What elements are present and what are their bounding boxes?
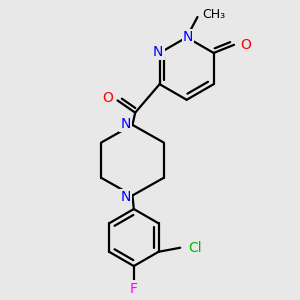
Text: N: N [121, 116, 131, 130]
Text: O: O [240, 38, 251, 52]
Text: O: O [102, 91, 112, 105]
Text: N: N [153, 45, 164, 58]
Text: N: N [183, 30, 193, 44]
Text: CH₃: CH₃ [202, 8, 226, 21]
Text: Cl: Cl [188, 241, 202, 255]
Text: F: F [130, 282, 138, 296]
Text: N: N [121, 190, 131, 204]
